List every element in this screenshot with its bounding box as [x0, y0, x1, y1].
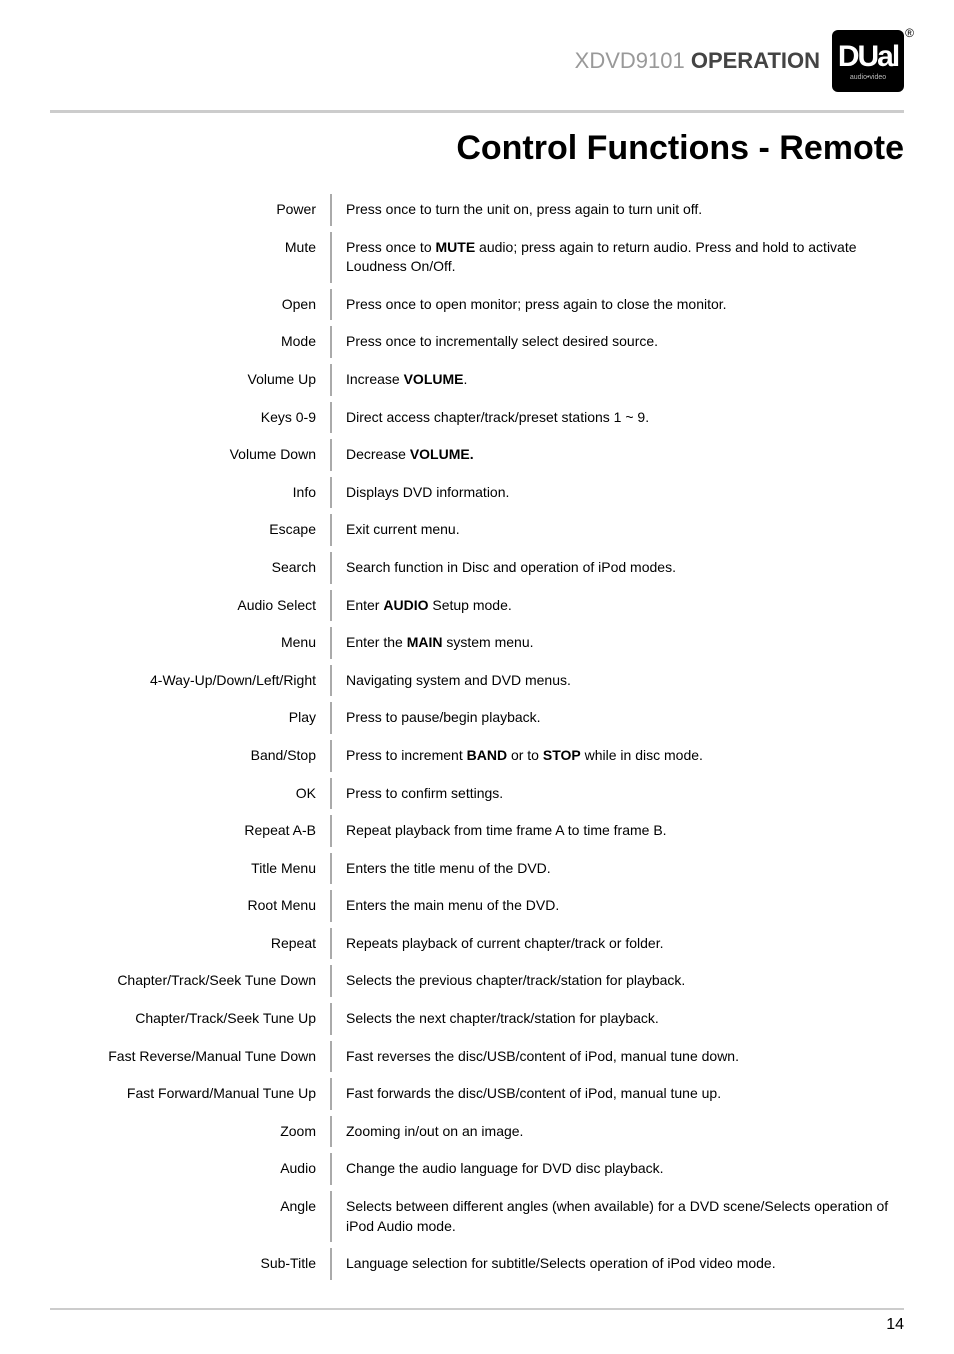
function-description: Enters the title menu of the DVD. [330, 853, 904, 885]
function-label: Title Menu [50, 853, 330, 885]
function-description: Enters the main menu of the DVD. [330, 890, 904, 922]
table-row: PowerPress once to turn the unit on, pre… [50, 194, 904, 226]
function-label: Open [50, 289, 330, 321]
table-row: Repeat A-BRepeat playback from time fram… [50, 815, 904, 847]
page-header: XDVD9101 OPERATION ® DUal audio•video [0, 0, 954, 102]
function-description: Decrease VOLUME. [330, 439, 904, 471]
function-label: Mute [50, 232, 330, 264]
functions-table: PowerPress once to turn the unit on, pre… [0, 194, 954, 1280]
page-footer: 14 [50, 1308, 904, 1334]
table-row: Title MenuEnters the title menu of the D… [50, 853, 904, 885]
table-row: Volume UpIncrease VOLUME. [50, 364, 904, 396]
function-description: Press to confirm settings. [330, 778, 904, 810]
table-row: Root MenuEnters the main menu of the DVD… [50, 890, 904, 922]
function-description: Press to increment BAND or to STOP while… [330, 740, 904, 772]
function-label: Play [50, 702, 330, 734]
header-text: XDVD9101 OPERATION [575, 48, 820, 74]
table-row: OKPress to confirm settings. [50, 778, 904, 810]
table-row: OpenPress once to open monitor; press ag… [50, 289, 904, 321]
function-description: Zooming in/out on an image. [330, 1116, 904, 1148]
table-row: Sub-TitleLanguage selection for subtitle… [50, 1248, 904, 1280]
function-label: Volume Down [50, 439, 330, 471]
table-row: Chapter/Track/Seek Tune UpSelects the ne… [50, 1003, 904, 1035]
function-description: Navigating system and DVD menus. [330, 665, 904, 697]
function-label: Fast Reverse/Manual Tune Down [50, 1041, 330, 1073]
function-label: Repeat A-B [50, 815, 330, 847]
dual-logo: ® DUal audio•video [832, 30, 904, 92]
function-description: Selects between different angles (when a… [330, 1191, 904, 1242]
section-name: OPERATION [691, 48, 820, 73]
function-label: Chapter/Track/Seek Tune Down [50, 965, 330, 997]
function-label: OK [50, 778, 330, 810]
table-row: Audio SelectEnter AUDIO Setup mode. [50, 590, 904, 622]
function-description: Increase VOLUME. [330, 364, 904, 396]
table-row: Band/StopPress to increment BAND or to S… [50, 740, 904, 772]
function-description: Press once to open monitor; press again … [330, 289, 904, 321]
function-label: Audio [50, 1153, 330, 1185]
function-description: Search function in Disc and operation of… [330, 552, 904, 584]
function-label: Info [50, 477, 330, 509]
function-label: Escape [50, 514, 330, 546]
function-description: Direct access chapter/track/preset stati… [330, 402, 904, 434]
page-number: 14 [886, 1316, 904, 1333]
function-label: Sub-Title [50, 1248, 330, 1280]
function-label: Mode [50, 326, 330, 358]
function-label: Menu [50, 627, 330, 659]
function-description: Repeats playback of current chapter/trac… [330, 928, 904, 960]
table-row: Keys 0-9Direct access chapter/track/pres… [50, 402, 904, 434]
function-label: Search [50, 552, 330, 584]
function-description: Press to pause/begin playback. [330, 702, 904, 734]
table-row: AngleSelects between different angles (w… [50, 1191, 904, 1242]
function-description: Press once to incrementally select desir… [330, 326, 904, 358]
function-label: Volume Up [50, 364, 330, 396]
function-label: Audio Select [50, 590, 330, 622]
function-label: 4-Way-Up/Down/Left/Right [50, 665, 330, 697]
header-divider [50, 110, 904, 113]
table-row: EscapeExit current menu. [50, 514, 904, 546]
function-description: Displays DVD information. [330, 477, 904, 509]
table-row: Fast Forward/Manual Tune UpFast forwards… [50, 1078, 904, 1110]
function-description: Press once to MUTE audio; press again to… [330, 232, 904, 283]
function-description: Enter AUDIO Setup mode. [330, 590, 904, 622]
table-row: Volume DownDecrease VOLUME. [50, 439, 904, 471]
function-description: Language selection for subtitle/Selects … [330, 1248, 904, 1280]
table-row: ModePress once to incrementally select d… [50, 326, 904, 358]
function-description: Press once to turn the unit on, press ag… [330, 194, 904, 226]
function-label: Fast Forward/Manual Tune Up [50, 1078, 330, 1110]
function-description: Selects the previous chapter/track/stati… [330, 965, 904, 997]
registered-icon: ® [905, 26, 914, 40]
function-description: Change the audio language for DVD disc p… [330, 1153, 904, 1185]
table-row: InfoDisplays DVD information. [50, 477, 904, 509]
table-row: AudioChange the audio language for DVD d… [50, 1153, 904, 1185]
function-description: Fast forwards the disc/USB/content of iP… [330, 1078, 904, 1110]
function-description: Exit current menu. [330, 514, 904, 546]
model-number: XDVD9101 [575, 48, 685, 73]
function-label: Root Menu [50, 890, 330, 922]
table-row: ZoomZooming in/out on an image. [50, 1116, 904, 1148]
table-row: SearchSearch function in Disc and operat… [50, 552, 904, 584]
function-description: Fast reverses the disc/USB/content of iP… [330, 1041, 904, 1073]
function-label: Power [50, 194, 330, 226]
function-label: Chapter/Track/Seek Tune Up [50, 1003, 330, 1035]
function-label: Band/Stop [50, 740, 330, 772]
table-row: RepeatRepeats playback of current chapte… [50, 928, 904, 960]
function-description: Repeat playback from time frame A to tim… [330, 815, 904, 847]
logo-sub-text: audio•video [850, 74, 886, 81]
table-row: MutePress once to MUTE audio; press agai… [50, 232, 904, 283]
table-row: PlayPress to pause/begin playback. [50, 702, 904, 734]
function-description: Selects the next chapter/track/station f… [330, 1003, 904, 1035]
function-label: Zoom [50, 1116, 330, 1148]
function-description: Enter the MAIN system menu. [330, 627, 904, 659]
function-label: Repeat [50, 928, 330, 960]
table-row: 4-Way-Up/Down/Left/RightNavigating syste… [50, 665, 904, 697]
function-label: Keys 0-9 [50, 402, 330, 434]
function-label: Angle [50, 1191, 330, 1223]
table-row: Chapter/Track/Seek Tune DownSelects the … [50, 965, 904, 997]
table-row: Fast Reverse/Manual Tune DownFast revers… [50, 1041, 904, 1073]
page-title: Control Functions - Remote [0, 129, 954, 194]
table-row: MenuEnter the MAIN system menu. [50, 627, 904, 659]
logo-main-text: DUal [838, 42, 898, 72]
